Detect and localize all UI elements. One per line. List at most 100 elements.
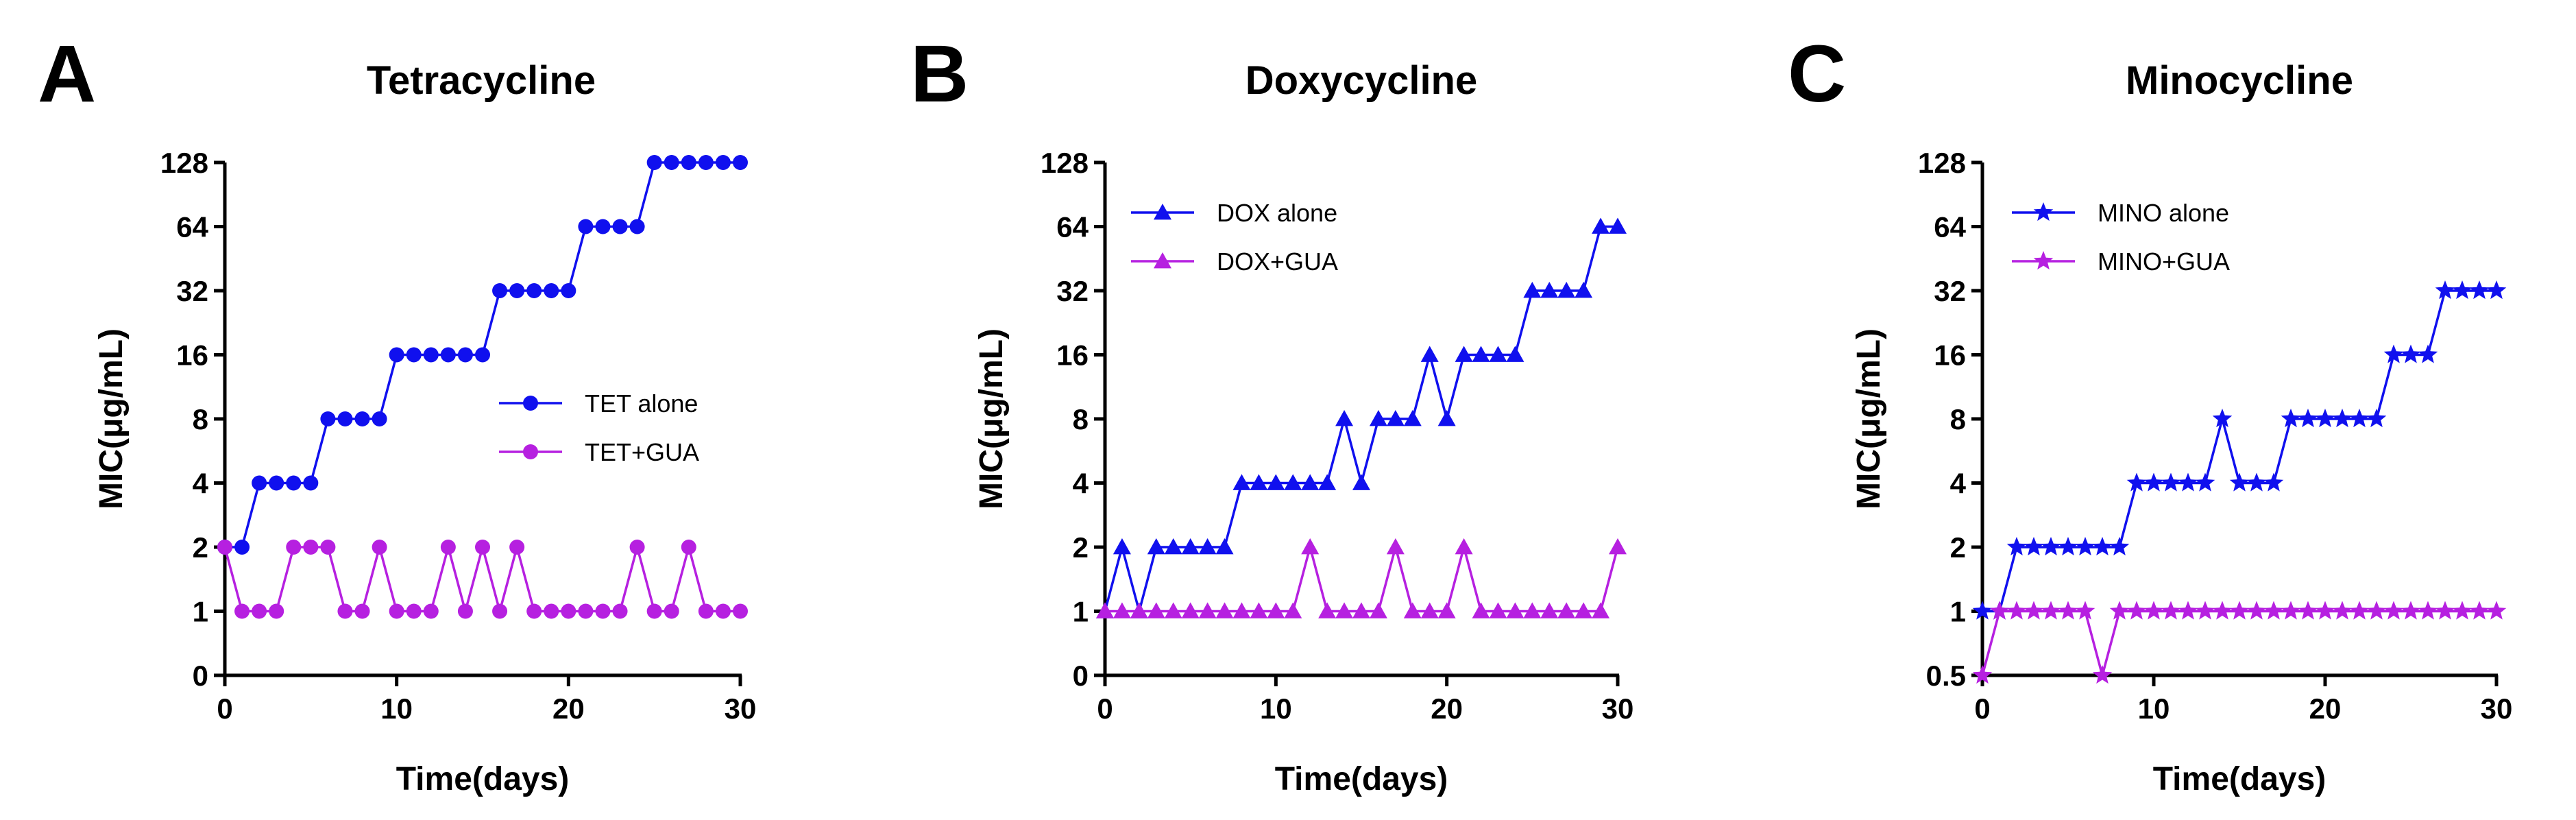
data-point	[1198, 538, 1217, 555]
data-point	[320, 540, 336, 555]
data-point	[1455, 346, 1473, 362]
data-point	[337, 603, 353, 619]
data-point	[1557, 282, 1576, 298]
data-point	[1147, 602, 1165, 618]
legend-marker	[1154, 204, 1171, 220]
legend-marker	[2033, 202, 2054, 221]
data-point	[457, 603, 473, 619]
data-point	[2366, 601, 2387, 620]
data-point	[1284, 602, 1302, 618]
x-tick-label: 30	[725, 692, 757, 725]
data-point	[1506, 602, 1524, 618]
data-point	[2161, 601, 2181, 620]
data-point	[509, 283, 525, 298]
data-point	[2401, 344, 2421, 363]
data-point	[595, 603, 611, 619]
data-point	[234, 603, 250, 619]
data-point	[2024, 601, 2044, 620]
y-tick-label: 16	[176, 339, 208, 372]
data-point	[2315, 601, 2335, 620]
data-point	[2383, 601, 2404, 620]
data-point	[406, 347, 422, 363]
data-point	[1989, 601, 2010, 620]
data-point	[2143, 601, 2164, 620]
data-point	[2246, 601, 2267, 620]
data-point	[269, 603, 284, 619]
data-point	[1386, 538, 1405, 555]
data-point	[1267, 602, 1285, 618]
data-point	[526, 603, 542, 619]
legend-marker	[2033, 251, 2054, 270]
data-point	[1147, 538, 1165, 555]
data-point	[1455, 538, 1473, 555]
data-point	[492, 603, 508, 619]
data-point	[423, 603, 439, 619]
data-point	[2469, 601, 2490, 620]
series-dox-alone	[1096, 217, 1627, 618]
data-point	[1609, 538, 1627, 555]
data-point	[303, 475, 319, 491]
data-point	[234, 540, 250, 555]
y-tick-label: 2	[193, 531, 208, 564]
data-point	[1506, 346, 1524, 362]
data-point	[1972, 601, 1993, 620]
series-mino-alone	[1972, 280, 2507, 620]
data-point	[715, 603, 731, 619]
data-point	[544, 283, 559, 298]
data-point	[2195, 472, 2215, 492]
data-point	[1232, 602, 1251, 618]
series-line	[1982, 289, 2496, 613]
y-tick-label: 2	[1073, 531, 1089, 564]
x-tick-label: 0	[217, 692, 232, 725]
data-point	[1198, 602, 1217, 618]
series-tet-alone	[217, 155, 748, 555]
legend-entry: TET alone	[499, 389, 698, 418]
x-tick-label: 20	[1431, 692, 1463, 725]
data-point	[612, 219, 628, 234]
data-point	[2486, 280, 2507, 300]
data-point	[1557, 602, 1576, 618]
y-tick-label: 4	[1950, 468, 1967, 500]
data-point	[1523, 282, 1542, 298]
data-point	[2161, 472, 2181, 492]
data-point	[733, 603, 748, 619]
data-point	[1592, 602, 1610, 618]
data-point	[2024, 537, 2044, 556]
y-tick-label: 1	[1073, 596, 1089, 628]
data-point	[2246, 472, 2267, 492]
y-tick-label: 128	[1041, 147, 1089, 179]
data-point	[1472, 346, 1490, 362]
y-tick-label: 16	[1934, 339, 1966, 372]
data-point	[2332, 601, 2353, 620]
data-point	[2212, 601, 2233, 620]
data-point	[252, 603, 267, 619]
data-point	[1403, 410, 1422, 426]
data-point	[1318, 474, 1337, 490]
data-point	[1369, 602, 1387, 618]
data-point	[1592, 217, 1610, 234]
data-point	[526, 283, 542, 298]
x-tick-label: 10	[2138, 692, 2170, 725]
legend-entry: DOX alone	[1131, 199, 1337, 227]
series-mino-gua	[1972, 601, 2507, 684]
x-tick-label: 0	[1097, 692, 1113, 725]
data-point	[2281, 601, 2301, 620]
y-axis-label: MIC(μg/mL)	[973, 328, 1010, 509]
legend-marker	[523, 396, 538, 411]
data-point	[1403, 602, 1422, 618]
x-tick-label: 30	[1602, 692, 1634, 725]
data-point	[1437, 410, 1456, 426]
data-point	[646, 155, 662, 170]
x-axis-label: Time(days)	[396, 761, 570, 797]
data-point	[1489, 602, 1507, 618]
data-point	[303, 540, 319, 555]
data-point	[1575, 602, 1593, 618]
data-point	[578, 219, 594, 234]
data-point	[2075, 601, 2095, 620]
data-point	[681, 540, 696, 555]
data-point	[1164, 602, 1182, 618]
data-point	[1972, 665, 1993, 684]
data-point	[354, 603, 370, 619]
y-tick-label: 64	[176, 211, 208, 243]
